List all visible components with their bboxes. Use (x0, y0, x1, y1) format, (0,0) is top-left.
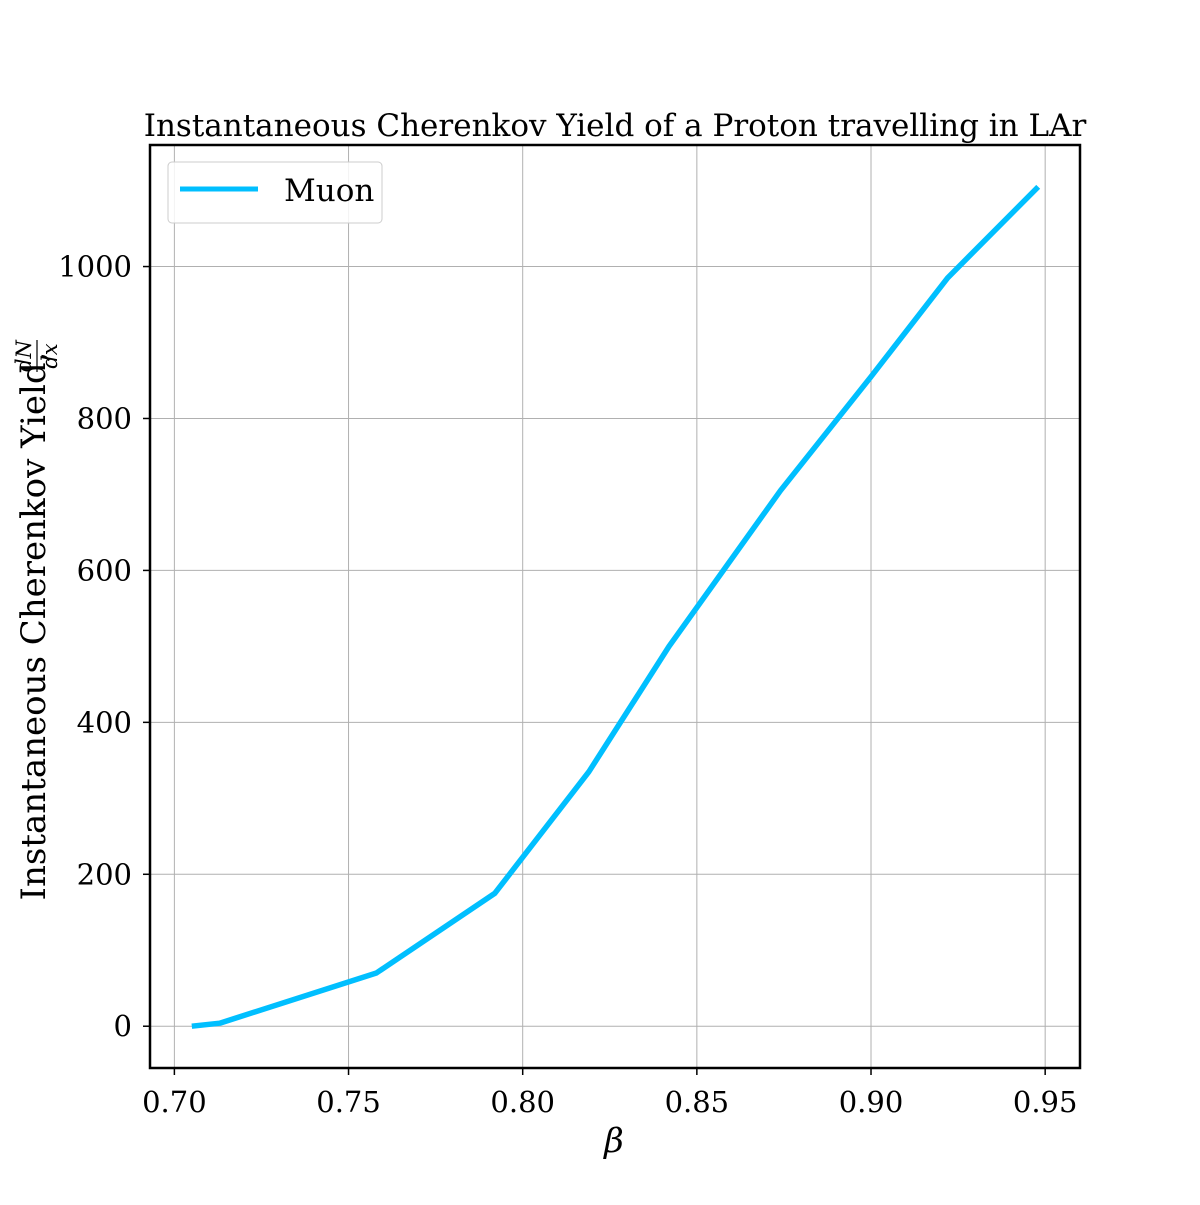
y-axis-label-text: Instantaneous Cherenkov Yield, (14, 352, 54, 901)
x-tick-label: 0.95 (1013, 1085, 1078, 1119)
legend-label: Muon (284, 173, 374, 209)
y-axis-label: Instantaneous Cherenkov Yield, dN dx (12, 339, 62, 900)
chart-title: Instantaneous Cherenkov Yield of a Proto… (144, 108, 1087, 144)
x-tick-label: 0.80 (490, 1085, 555, 1119)
x-tick-label: 0.75 (316, 1085, 381, 1119)
series-layer (192, 187, 1039, 1027)
x-tick-label: 0.85 (665, 1085, 730, 1119)
y-tick-label: 800 (77, 401, 132, 435)
x-tick-label: 0.70 (142, 1085, 207, 1119)
x-axis-label: β (602, 1121, 624, 1161)
y-tick-label: 0 (114, 1009, 132, 1043)
x-tick-label: 0.90 (839, 1085, 904, 1119)
y-axis-label-numerator: dN (12, 339, 36, 371)
series-line-muon (192, 187, 1038, 1026)
y-tick-label: 1000 (58, 250, 132, 284)
y-tick-label: 400 (77, 705, 132, 739)
tick-layer: 0.70 0.75 0.80 0.85 0.90 0.95 0 200 400 600 800 100… (58, 250, 1077, 1119)
y-tick-label: 200 (77, 857, 132, 891)
y-tick-label: 600 (77, 553, 132, 587)
legend: Muon (168, 162, 382, 223)
y-axis-label-denominator: dx (38, 343, 62, 368)
y-axis-label-fraction: dN dx (12, 339, 62, 372)
